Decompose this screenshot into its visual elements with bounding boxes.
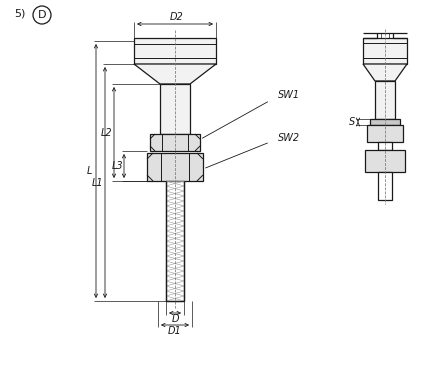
Text: S: S: [349, 117, 355, 127]
Text: D: D: [38, 10, 46, 20]
Text: L3: L3: [112, 161, 124, 171]
Bar: [147, 153, 203, 181]
Text: L2: L2: [101, 128, 113, 138]
Bar: [160, 84, 190, 134]
Text: SW1: SW1: [278, 91, 300, 101]
Bar: [370, 119, 400, 125]
Polygon shape: [134, 64, 216, 84]
Text: D: D: [171, 314, 179, 324]
Text: SW2: SW2: [278, 133, 300, 143]
Text: D1: D1: [168, 326, 182, 336]
Bar: [375, 81, 395, 119]
Bar: [365, 150, 405, 172]
Bar: [166, 181, 184, 301]
Text: D2: D2: [170, 12, 184, 22]
Text: L1: L1: [92, 177, 104, 187]
Bar: [363, 38, 407, 64]
Bar: [367, 125, 403, 142]
Bar: [134, 38, 216, 64]
Polygon shape: [363, 64, 407, 81]
Text: 5): 5): [14, 9, 25, 19]
Bar: [150, 134, 200, 151]
Text: L: L: [86, 166, 92, 176]
Bar: [378, 172, 392, 200]
Bar: [378, 142, 392, 150]
